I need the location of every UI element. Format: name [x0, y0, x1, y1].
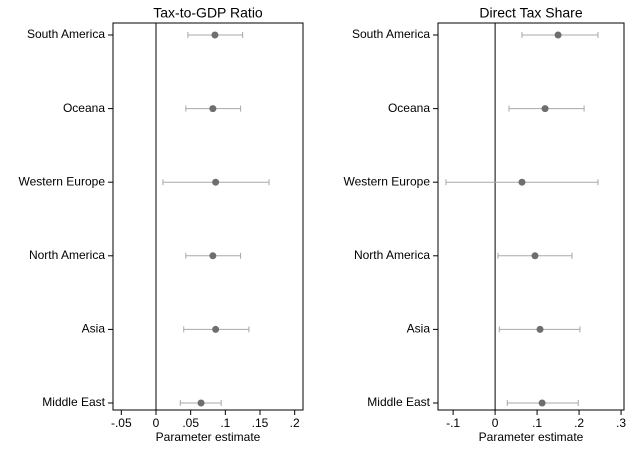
- x-tick-label: .3: [616, 416, 626, 430]
- point-estimate: [212, 325, 220, 333]
- point-estimate: [531, 252, 539, 260]
- x-axis-label: Parameter estimate: [479, 430, 584, 444]
- y-tick-label: Western Europe: [344, 174, 431, 188]
- y-tick-label: Asia: [82, 322, 106, 336]
- plot-frame: [112, 22, 304, 411]
- point-estimate: [209, 252, 217, 260]
- point-estimate: [538, 399, 546, 407]
- point-estimate: [197, 399, 205, 407]
- y-tick-label: Middle East: [367, 395, 430, 409]
- x-tick-label: .1: [220, 416, 230, 430]
- x-tick-label: .15: [252, 416, 269, 430]
- x-tick-label: .1: [532, 416, 542, 430]
- point-estimate: [536, 325, 544, 333]
- x-tick-label: -.05: [111, 416, 132, 430]
- point-estimate: [209, 105, 217, 113]
- y-tick-label: South America: [27, 27, 105, 41]
- x-tick-label: .05: [182, 416, 199, 430]
- x-tick-label: -.1: [446, 416, 460, 430]
- point-estimate: [518, 178, 526, 186]
- x-tick-label: .2: [574, 416, 584, 430]
- point-estimate: [541, 105, 549, 113]
- y-tick-label: Oceana: [63, 101, 105, 115]
- panel-title: Direct Tax Share: [479, 5, 582, 21]
- point-estimate: [554, 31, 562, 39]
- y-tick-label: Western Europe: [19, 174, 106, 188]
- y-tick-label: Oceana: [388, 101, 430, 115]
- y-tick-label: South America: [352, 27, 430, 41]
- plot-frame: [437, 22, 625, 411]
- y-tick-label: North America: [29, 248, 105, 262]
- x-axis-label: Parameter estimate: [156, 430, 261, 444]
- point-estimate: [211, 31, 219, 39]
- y-tick-label: Asia: [407, 322, 431, 336]
- y-tick-label: North America: [354, 248, 430, 262]
- x-tick-label: 0: [492, 416, 499, 430]
- panel-title: Tax-to-GDP Ratio: [153, 5, 263, 21]
- point-estimate: [212, 178, 220, 186]
- x-tick-label: .2: [290, 416, 300, 430]
- y-tick-label: Middle East: [42, 395, 105, 409]
- x-tick-label: 0: [153, 416, 160, 430]
